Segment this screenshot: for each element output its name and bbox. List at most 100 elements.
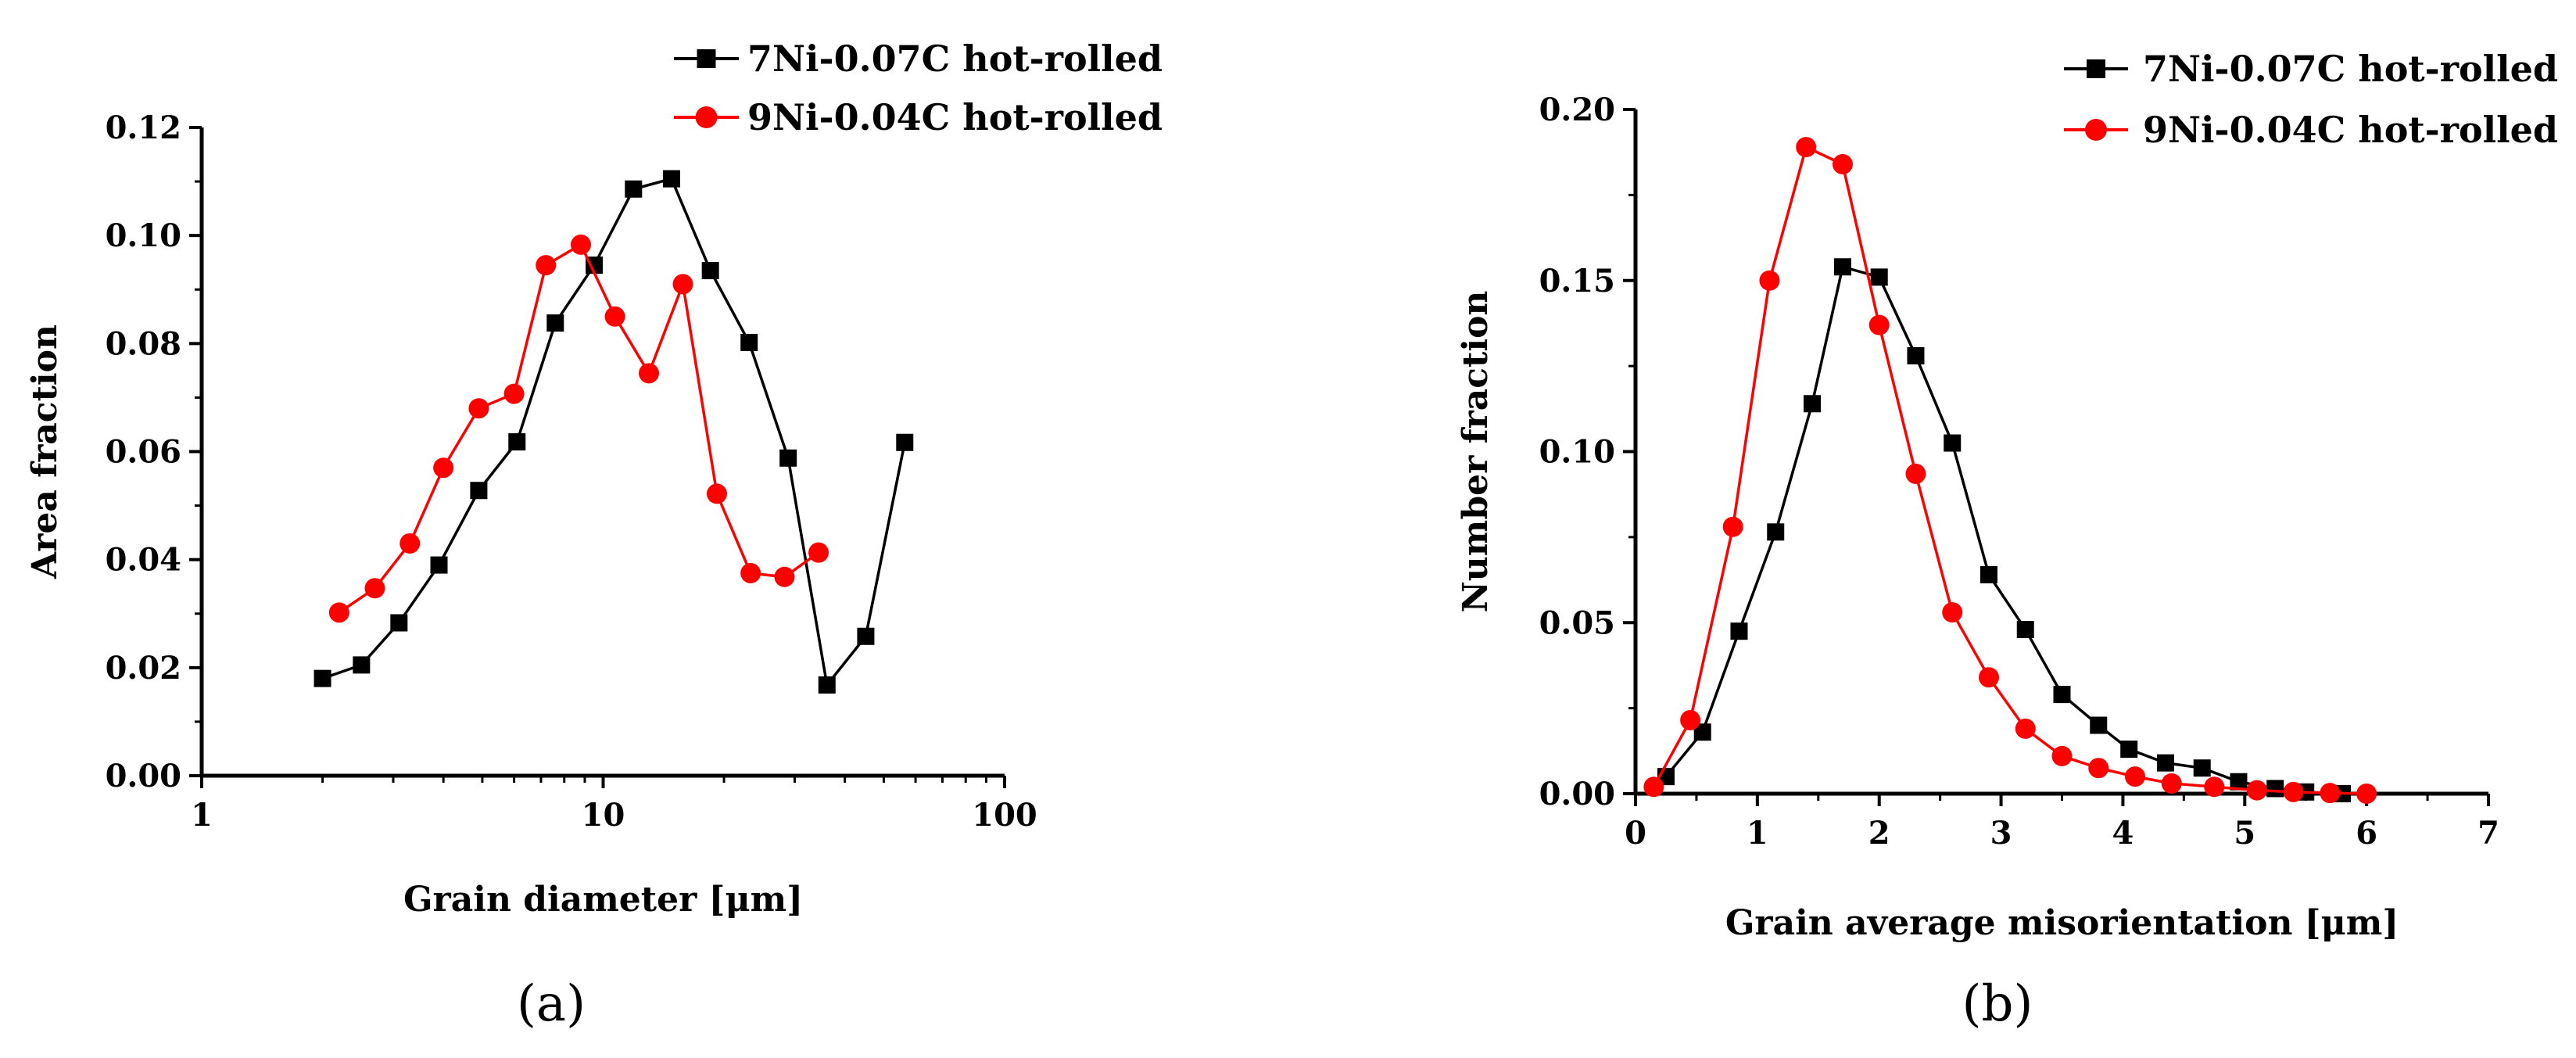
- y-tick-label: 0.00: [1539, 776, 1615, 812]
- data-point-square: [1833, 258, 1851, 276]
- y-tick-label: 0.10: [1539, 434, 1615, 471]
- data-point-square: [2053, 686, 2071, 704]
- data-point-square: [779, 449, 797, 467]
- series-line: [322, 177, 906, 689]
- x-tick-label: 5: [2234, 815, 2255, 852]
- y-axis-title: Number fraction: [1456, 291, 1496, 613]
- series-line: [338, 242, 820, 614]
- legend-label: 7Ni-0.07C hot-rolled: [2143, 48, 2558, 90]
- legend-marker-square: [2087, 59, 2105, 78]
- y-tick-label: 0.06: [106, 434, 181, 471]
- y-tick-label: 0.20: [1539, 91, 1615, 128]
- data-point-square: [1803, 395, 1821, 413]
- data-point-circle: [1680, 709, 1701, 730]
- data-point-circle: [2088, 758, 2109, 779]
- data-point-circle: [1643, 776, 1664, 798]
- data-point-circle: [1868, 314, 1890, 335]
- series-red-circles: [328, 234, 829, 623]
- data-point-square: [353, 656, 371, 674]
- x-tick-label: 4: [2112, 815, 2134, 852]
- data-point-square: [2156, 754, 2174, 772]
- data-point-circle: [328, 602, 349, 623]
- x-tick-label: 10: [582, 797, 625, 834]
- data-point-circle: [808, 542, 829, 563]
- x-tick-label: 100: [972, 797, 1037, 834]
- chart-panel-a: 0.00 0.02 0.04 0.06 0.08 0.10 0.12 1 10 100 Grain …: [25, 38, 1163, 1033]
- series-red-circles: [1643, 137, 2377, 804]
- y-tick-label: 0.15: [1539, 263, 1615, 299]
- data-point-circle: [2283, 781, 2304, 802]
- data-point-square: [2193, 759, 2211, 777]
- data-point-circle: [672, 274, 693, 295]
- data-point-circle: [2051, 745, 2073, 766]
- data-point-square: [1730, 622, 1748, 640]
- x-tick-label: 0: [1625, 815, 1646, 852]
- data-point-circle: [2356, 784, 2377, 804]
- data-point-square: [818, 676, 836, 694]
- data-point-circle: [1722, 516, 1743, 537]
- data-point-square: [1979, 566, 1997, 583]
- series-black-squares: [313, 170, 914, 694]
- x-tick-label: 6: [2356, 815, 2377, 852]
- x-axis-title: Grain average misorientation [μm]: [1725, 903, 2399, 943]
- x-tick-label: 3: [1990, 815, 2012, 852]
- x-tick-label: 1: [191, 797, 213, 834]
- y-tick-label: 0.05: [1539, 604, 1615, 641]
- legend-label: 7Ni-0.07C hot-rolled: [747, 38, 1163, 80]
- data-point-square: [546, 314, 564, 332]
- data-point-square: [662, 170, 680, 188]
- data-point-circle: [2320, 783, 2341, 804]
- data-point-circle: [399, 533, 421, 554]
- data-point-circle: [2161, 773, 2182, 794]
- data-point-circle: [1759, 270, 1780, 291]
- series-line: [1652, 145, 2367, 795]
- y-tick-label: 0.04: [106, 542, 181, 579]
- data-point-circle: [570, 234, 591, 255]
- data-point-square: [2016, 621, 2034, 638]
- data-point-circle: [468, 398, 489, 419]
- y-tick-label: 0.12: [106, 109, 181, 146]
- data-point-circle: [1942, 602, 1963, 623]
- y-tick-label: 0.10: [106, 217, 181, 254]
- data-point-circle: [1905, 463, 1926, 484]
- x-tick-label: 7: [2477, 815, 2499, 852]
- legend-label: 9Ni-0.04C hot-rolled: [747, 96, 1163, 138]
- data-point-square: [625, 180, 643, 198]
- data-point-square: [1693, 723, 1711, 741]
- data-point-circle: [2015, 718, 2036, 739]
- y-tick-label: 0.08: [106, 325, 181, 362]
- data-point-square: [2266, 780, 2284, 798]
- data-point-circle: [1978, 667, 1999, 688]
- legend-marker-circle: [695, 106, 718, 128]
- data-point-circle: [1796, 137, 1817, 158]
- data-point-square: [470, 482, 488, 500]
- data-point-square: [1944, 434, 1962, 452]
- x-axis-title: Grain diameter [μm]: [403, 880, 803, 920]
- data-point-square: [2120, 741, 2138, 759]
- y-tick-label: 0.00: [106, 758, 181, 794]
- data-point-square: [2230, 773, 2248, 791]
- data-point-circle: [1832, 154, 1853, 174]
- data-point-square: [430, 556, 448, 574]
- data-point-circle: [639, 363, 660, 384]
- data-point-circle: [2246, 780, 2267, 801]
- legend-label: 9Ni-0.04C hot-rolled: [2143, 109, 2558, 151]
- data-point-circle: [2204, 776, 2225, 798]
- data-point-circle: [364, 578, 385, 599]
- data-point-circle: [433, 457, 454, 479]
- data-point-square: [2090, 716, 2108, 734]
- data-point-square: [701, 262, 719, 280]
- data-point-circle: [740, 562, 761, 583]
- data-point-square: [1907, 347, 1925, 364]
- data-point-circle: [503, 383, 525, 404]
- legend-marker-square: [697, 49, 716, 68]
- y-axis-title: Area fraction: [25, 325, 65, 579]
- x-tick-label: 1: [1747, 815, 1768, 852]
- data-point-square: [390, 614, 408, 632]
- panel-label: (b): [1962, 975, 2033, 1033]
- legend-marker-circle: [2085, 119, 2107, 141]
- data-point-square: [896, 433, 914, 451]
- x-tick-label: 2: [1868, 815, 1890, 852]
- data-point-square: [313, 669, 331, 687]
